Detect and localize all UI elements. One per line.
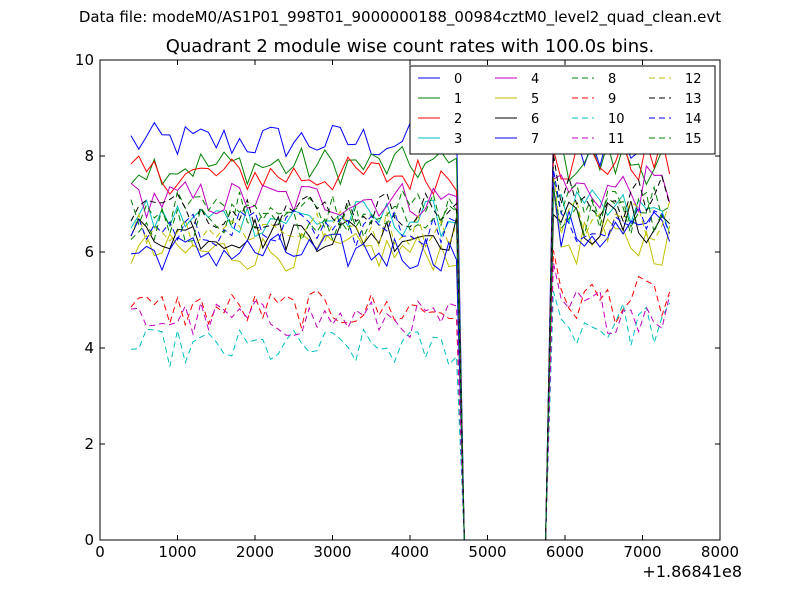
legend-label-10: 10 — [608, 112, 625, 127]
legend-label-0: 0 — [454, 72, 462, 87]
series-line-7 — [130, 184, 671, 541]
series-line-8 — [130, 177, 670, 541]
legend-label-7: 7 — [531, 132, 539, 147]
y-tick-label: 10 — [75, 51, 94, 69]
x-tick-label: 6000 — [546, 543, 584, 561]
series-line-1 — [130, 138, 670, 541]
chart-title: Quadrant 2 module wise count rates with … — [165, 36, 655, 57]
series-line-3 — [130, 189, 671, 541]
x-tick-label: 3000 — [313, 543, 351, 561]
legend-label-13: 13 — [685, 92, 702, 107]
legend-label-4: 4 — [531, 72, 539, 87]
series-line-14 — [130, 169, 671, 541]
series-line-10 — [130, 291, 671, 541]
legend-label-1: 1 — [454, 92, 462, 107]
x-axis-offset-label: +1.86841e8 — [642, 562, 742, 581]
series-line-5 — [130, 189, 671, 541]
x-tick-label: 4000 — [391, 543, 429, 561]
series-line-0 — [130, 121, 671, 541]
series-line-13 — [130, 153, 671, 541]
series-line-15 — [130, 189, 670, 541]
series-line-11 — [130, 262, 671, 541]
x-tick-label: 5000 — [468, 543, 506, 561]
legend-label-11: 11 — [608, 132, 625, 147]
x-tick-label: 1000 — [158, 543, 196, 561]
series-line-12 — [130, 176, 671, 541]
x-tick-label: 0 — [95, 543, 105, 561]
legend-label-8: 8 — [608, 72, 616, 87]
legend-label-3: 3 — [454, 132, 462, 147]
y-tick-label: 0 — [84, 531, 94, 549]
legend-label-2: 2 — [454, 112, 462, 127]
x-tick-label: 8000 — [701, 543, 739, 561]
legend-label-5: 5 — [531, 92, 539, 107]
y-tick-label: 2 — [84, 435, 94, 453]
series-layer — [130, 121, 671, 541]
legend-label-14: 14 — [685, 112, 702, 127]
y-tick-label: 6 — [84, 243, 94, 261]
legend-label-12: 12 — [685, 72, 702, 87]
y-tick-label: 8 — [84, 147, 94, 165]
legend-label-15: 15 — [685, 132, 702, 147]
legend-box — [409, 65, 716, 155]
series-line-9 — [130, 250, 671, 541]
legend-label-6: 6 — [531, 112, 539, 127]
x-tick-label: 7000 — [623, 543, 661, 561]
y-tick-label: 4 — [84, 339, 94, 357]
series-line-6 — [130, 200, 670, 541]
legend-label-9: 9 — [608, 92, 616, 107]
figure-suptitle: Data file: modeM0/AS1P01_998T01_90000001… — [78, 8, 722, 26]
series-line-4 — [130, 164, 671, 541]
x-tick-label: 2000 — [236, 543, 274, 561]
